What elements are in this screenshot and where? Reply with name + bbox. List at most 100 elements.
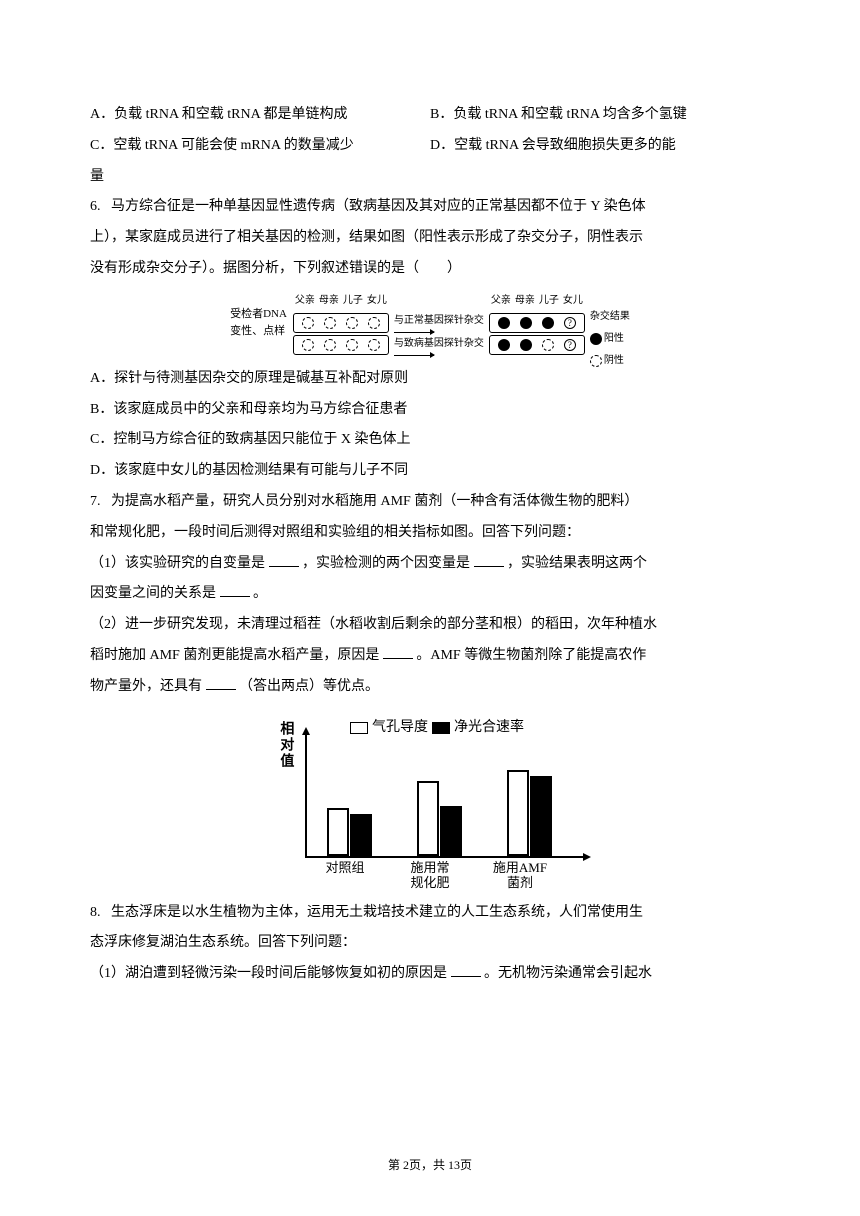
q6-h-daughter: 女儿 — [366, 290, 388, 312]
q6-mid-labels: 与正常基因探针杂交 与致病基因探针杂交 — [389, 310, 489, 350]
q7-p2b-text: 稻时施加 AMF 菌剂更能提高水稻产量，原因是 — [90, 648, 383, 663]
blank — [383, 645, 413, 659]
q6-stem1: 马方综合征是一种单基因显性遗传病（致病基因及其对应的正常基因都不位于 Y 染色体 — [111, 199, 646, 214]
blank — [451, 963, 481, 977]
q6-stem3: 没有形成杂交分子）。据图分析，下列叙述错误的是（ ） — [90, 254, 770, 285]
q6-right-title: 杂交结果 — [590, 306, 630, 328]
q6-left-row2 — [293, 335, 389, 355]
bar-filled — [350, 814, 372, 856]
q7-x2: 施用常规化肥 — [395, 860, 465, 891]
q6-pos-text: 阳性 — [604, 328, 624, 350]
q7-p1: （1）该实验研究的自变量是 ，实验检测的两个因变量是 ，实验结果表明这两个 — [90, 549, 770, 580]
q7-p2: （2）进一步研究发现，未清理过稻茬（水稻收割后剩余的部分茎和根）的稻田，次年种植… — [90, 610, 770, 641]
q6-diagram: 受检者DNA 变性、点样 父亲 母亲 儿子 女儿 与正常基因探针杂交 与致病基因… — [90, 290, 770, 356]
q6-right-block: 父亲 母亲 儿子 女儿 ? ? — [489, 290, 585, 356]
q6-num: 6. — [90, 199, 101, 214]
q7-p1a: （1）该实验研究的自变量是 — [90, 556, 269, 571]
q6-pos-legend: 阳性 — [590, 328, 630, 350]
dot-open — [346, 317, 358, 329]
dot-question: ? — [564, 317, 576, 329]
dot-filled — [590, 333, 602, 345]
q6-mid1: 与正常基因探针杂交 — [394, 310, 484, 333]
bar-open — [327, 808, 349, 856]
q7-chart: 相对值 气孔导度 净光合速率 对照组 施用常规化肥 施用AMF菌剂 — [260, 713, 600, 888]
blank — [474, 553, 504, 567]
dot-open — [368, 339, 380, 351]
q6-headers-right: 父亲 母亲 儿子 女儿 — [489, 290, 585, 312]
blank — [206, 676, 236, 690]
q7-p2c: 。AMF 等微生物菌剂除了能提高农作 — [416, 648, 646, 663]
q8-stem1: 生态浮床是以水生植物为主体，运用无土栽培技术建立的人工生态系统，人们常使用生 — [111, 905, 643, 920]
q6-h2-daughter: 女儿 — [562, 290, 584, 312]
dot-filled — [542, 317, 554, 329]
q7-bars-g1 — [327, 808, 372, 856]
q7-axes — [305, 733, 585, 858]
q7-stem1: 为提高水稻产量，研究人员分别对水稻施用 AMF 菌剂（一种含有活体微生物的肥料） — [111, 494, 638, 509]
q7-bars-g2 — [417, 781, 462, 856]
q6-h-father: 父亲 — [294, 290, 316, 312]
q6-mid1-text: 与正常基因探针杂交 — [394, 315, 484, 326]
dot-filled — [498, 339, 510, 351]
dot-question: ? — [564, 339, 576, 351]
q7-p1c: ，实验结果表明这两个 — [507, 556, 647, 571]
q6-neg-legend: 阴性 — [590, 350, 630, 372]
dot-open — [324, 317, 336, 329]
q7-stem2: 和常规化肥，一段时间后测得对照组和实验组的相关指标如图。回答下列问题： — [90, 518, 770, 549]
dot-filled — [520, 317, 532, 329]
q6-left-row1 — [293, 313, 389, 333]
q6-opt-c: C．控制马方综合征的致病基因只能位于 X 染色体上 — [90, 425, 770, 456]
q8-stem2: 态浮床修复湖泊生态系统。回答下列问题： — [90, 928, 770, 959]
arrow-icon — [394, 332, 434, 333]
q7-bars-g3 — [507, 770, 552, 856]
q5-options-row2: C．空载 tRNA 可能会使 mRNA 的数量减少 D．空载 tRNA 会导致细… — [90, 131, 770, 162]
q6-neg-text: 阴性 — [604, 350, 624, 372]
q7-p2b: 稻时施加 AMF 菌剂更能提高水稻产量，原因是 。AMF 等微生物菌剂除了能提高… — [90, 641, 770, 672]
dot-open — [346, 339, 358, 351]
q7-x1: 对照组 — [310, 860, 380, 876]
bar-open — [417, 781, 439, 856]
q7-stem: 7. 为提高水稻产量，研究人员分别对水稻施用 AMF 菌剂（一种含有活体微生物的… — [90, 487, 770, 518]
q7-p1b: ，实验检测的两个因变量是 — [302, 556, 474, 571]
q5-opt-c: C．空载 tRNA 可能会使 mRNA 的数量减少 — [90, 131, 430, 162]
q6-left-label1: 受检者DNA — [230, 306, 287, 323]
q6-mid2-text: 与致病基因探针杂交 — [394, 338, 484, 349]
q8-p1a: （1）湖泊遭到轻微污染一段时间后能够恢复如初的原因是 — [90, 966, 451, 981]
blank — [269, 553, 299, 567]
q5-opt-d-cont: 量 — [90, 162, 770, 193]
dot-open — [324, 339, 336, 351]
q6-right-row2: ? — [489, 335, 585, 355]
q6-left-labels: 受检者DNA 变性、点样 — [230, 306, 287, 339]
q6-stem2: 上），某家庭成员进行了相关基因的检测，结果如图（阳性表示形成了杂交分子，阴性表示 — [90, 223, 770, 254]
q7-num: 7. — [90, 494, 101, 509]
q8-p1: （1）湖泊遭到轻微污染一段时间后能够恢复如初的原因是 。无机物污染通常会引起水 — [90, 959, 770, 990]
q7-p1-cont: 因变量之间的关系是 。 — [90, 579, 770, 610]
q7-p2d-text: 物产量外，还具有 — [90, 679, 206, 694]
q7-p2e: （答出两点）等优点。 — [239, 679, 379, 694]
q8-num: 8. — [90, 905, 101, 920]
q6-h-son: 儿子 — [342, 290, 364, 312]
q5-opt-b: B．负载 tRNA 和空载 tRNA 均含多个氢键 — [430, 100, 770, 131]
blank — [220, 583, 250, 597]
dot-open — [542, 339, 554, 351]
x-arrow-icon — [583, 853, 591, 861]
q7-p2a: （2）进一步研究发现，未清理过稻茬（水稻收割后剩余的部分茎和根）的稻田，次年种植… — [90, 617, 657, 632]
q5-options-row1: A．负载 tRNA 和空载 tRNA 都是单链构成 B．负载 tRNA 和空载 … — [90, 100, 770, 131]
q6-h2-son: 儿子 — [538, 290, 560, 312]
q5-opt-a: A．负载 tRNA 和空载 tRNA 都是单链构成 — [90, 100, 430, 131]
arrow-icon — [394, 355, 434, 356]
y-arrow-icon — [302, 727, 310, 735]
q6-headers-left: 父亲 母亲 儿子 女儿 — [293, 290, 389, 312]
dot-open — [368, 317, 380, 329]
q6-opt-a: A．探针与待测基因杂交的原理是碱基互补配对原则 — [90, 364, 770, 395]
q7-p1d: 因变量之间的关系是 — [90, 586, 220, 601]
q7-p2d: 物产量外，还具有 （答出两点）等优点。 — [90, 672, 770, 703]
q6-left-label2: 变性、点样 — [230, 323, 287, 340]
q7-x3: 施用AMF菌剂 — [485, 860, 555, 891]
q6-right-row1: ? — [489, 313, 585, 333]
dot-open — [302, 339, 314, 351]
q6-opt-b: B．该家庭成员中的父亲和母亲均为马方综合征患者 — [90, 395, 770, 426]
q6-mid2: 与致病基因探针杂交 — [394, 333, 484, 356]
q8-stem: 8. 生态浮床是以水生植物为主体，运用无土栽培技术建立的人工生态系统，人们常使用… — [90, 898, 770, 929]
q5-opt-d: D．空载 tRNA 会导致细胞损失更多的能 — [430, 131, 770, 162]
q6-h2-mother: 母亲 — [514, 290, 536, 312]
